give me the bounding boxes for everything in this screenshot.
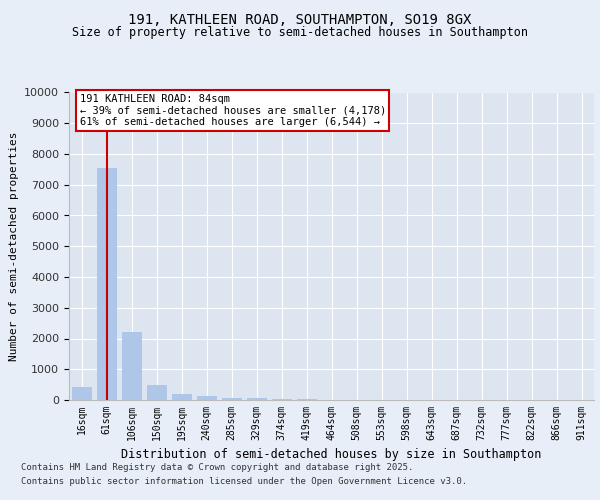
Text: Size of property relative to semi-detached houses in Southampton: Size of property relative to semi-detach…: [72, 26, 528, 39]
Y-axis label: Number of semi-detached properties: Number of semi-detached properties: [9, 132, 19, 361]
Bar: [221, 398, 241, 400]
Bar: [271, 399, 292, 400]
Text: Contains HM Land Registry data © Crown copyright and database right 2025.: Contains HM Land Registry data © Crown c…: [21, 464, 413, 472]
Text: Contains public sector information licensed under the Open Government Licence v3: Contains public sector information licen…: [21, 477, 467, 486]
Bar: [71, 387, 91, 400]
X-axis label: Distribution of semi-detached houses by size in Southampton: Distribution of semi-detached houses by …: [121, 448, 542, 462]
Bar: [146, 385, 167, 400]
Bar: [172, 394, 191, 400]
Bar: [97, 168, 116, 400]
Bar: [121, 332, 142, 400]
Bar: [197, 396, 217, 400]
Bar: [247, 398, 266, 400]
Text: 191, KATHLEEN ROAD, SOUTHAMPTON, SO19 8GX: 191, KATHLEEN ROAD, SOUTHAMPTON, SO19 8G…: [128, 12, 472, 26]
Text: 191 KATHLEEN ROAD: 84sqm
← 39% of semi-detached houses are smaller (4,178)
61% o: 191 KATHLEEN ROAD: 84sqm ← 39% of semi-d…: [79, 94, 386, 127]
